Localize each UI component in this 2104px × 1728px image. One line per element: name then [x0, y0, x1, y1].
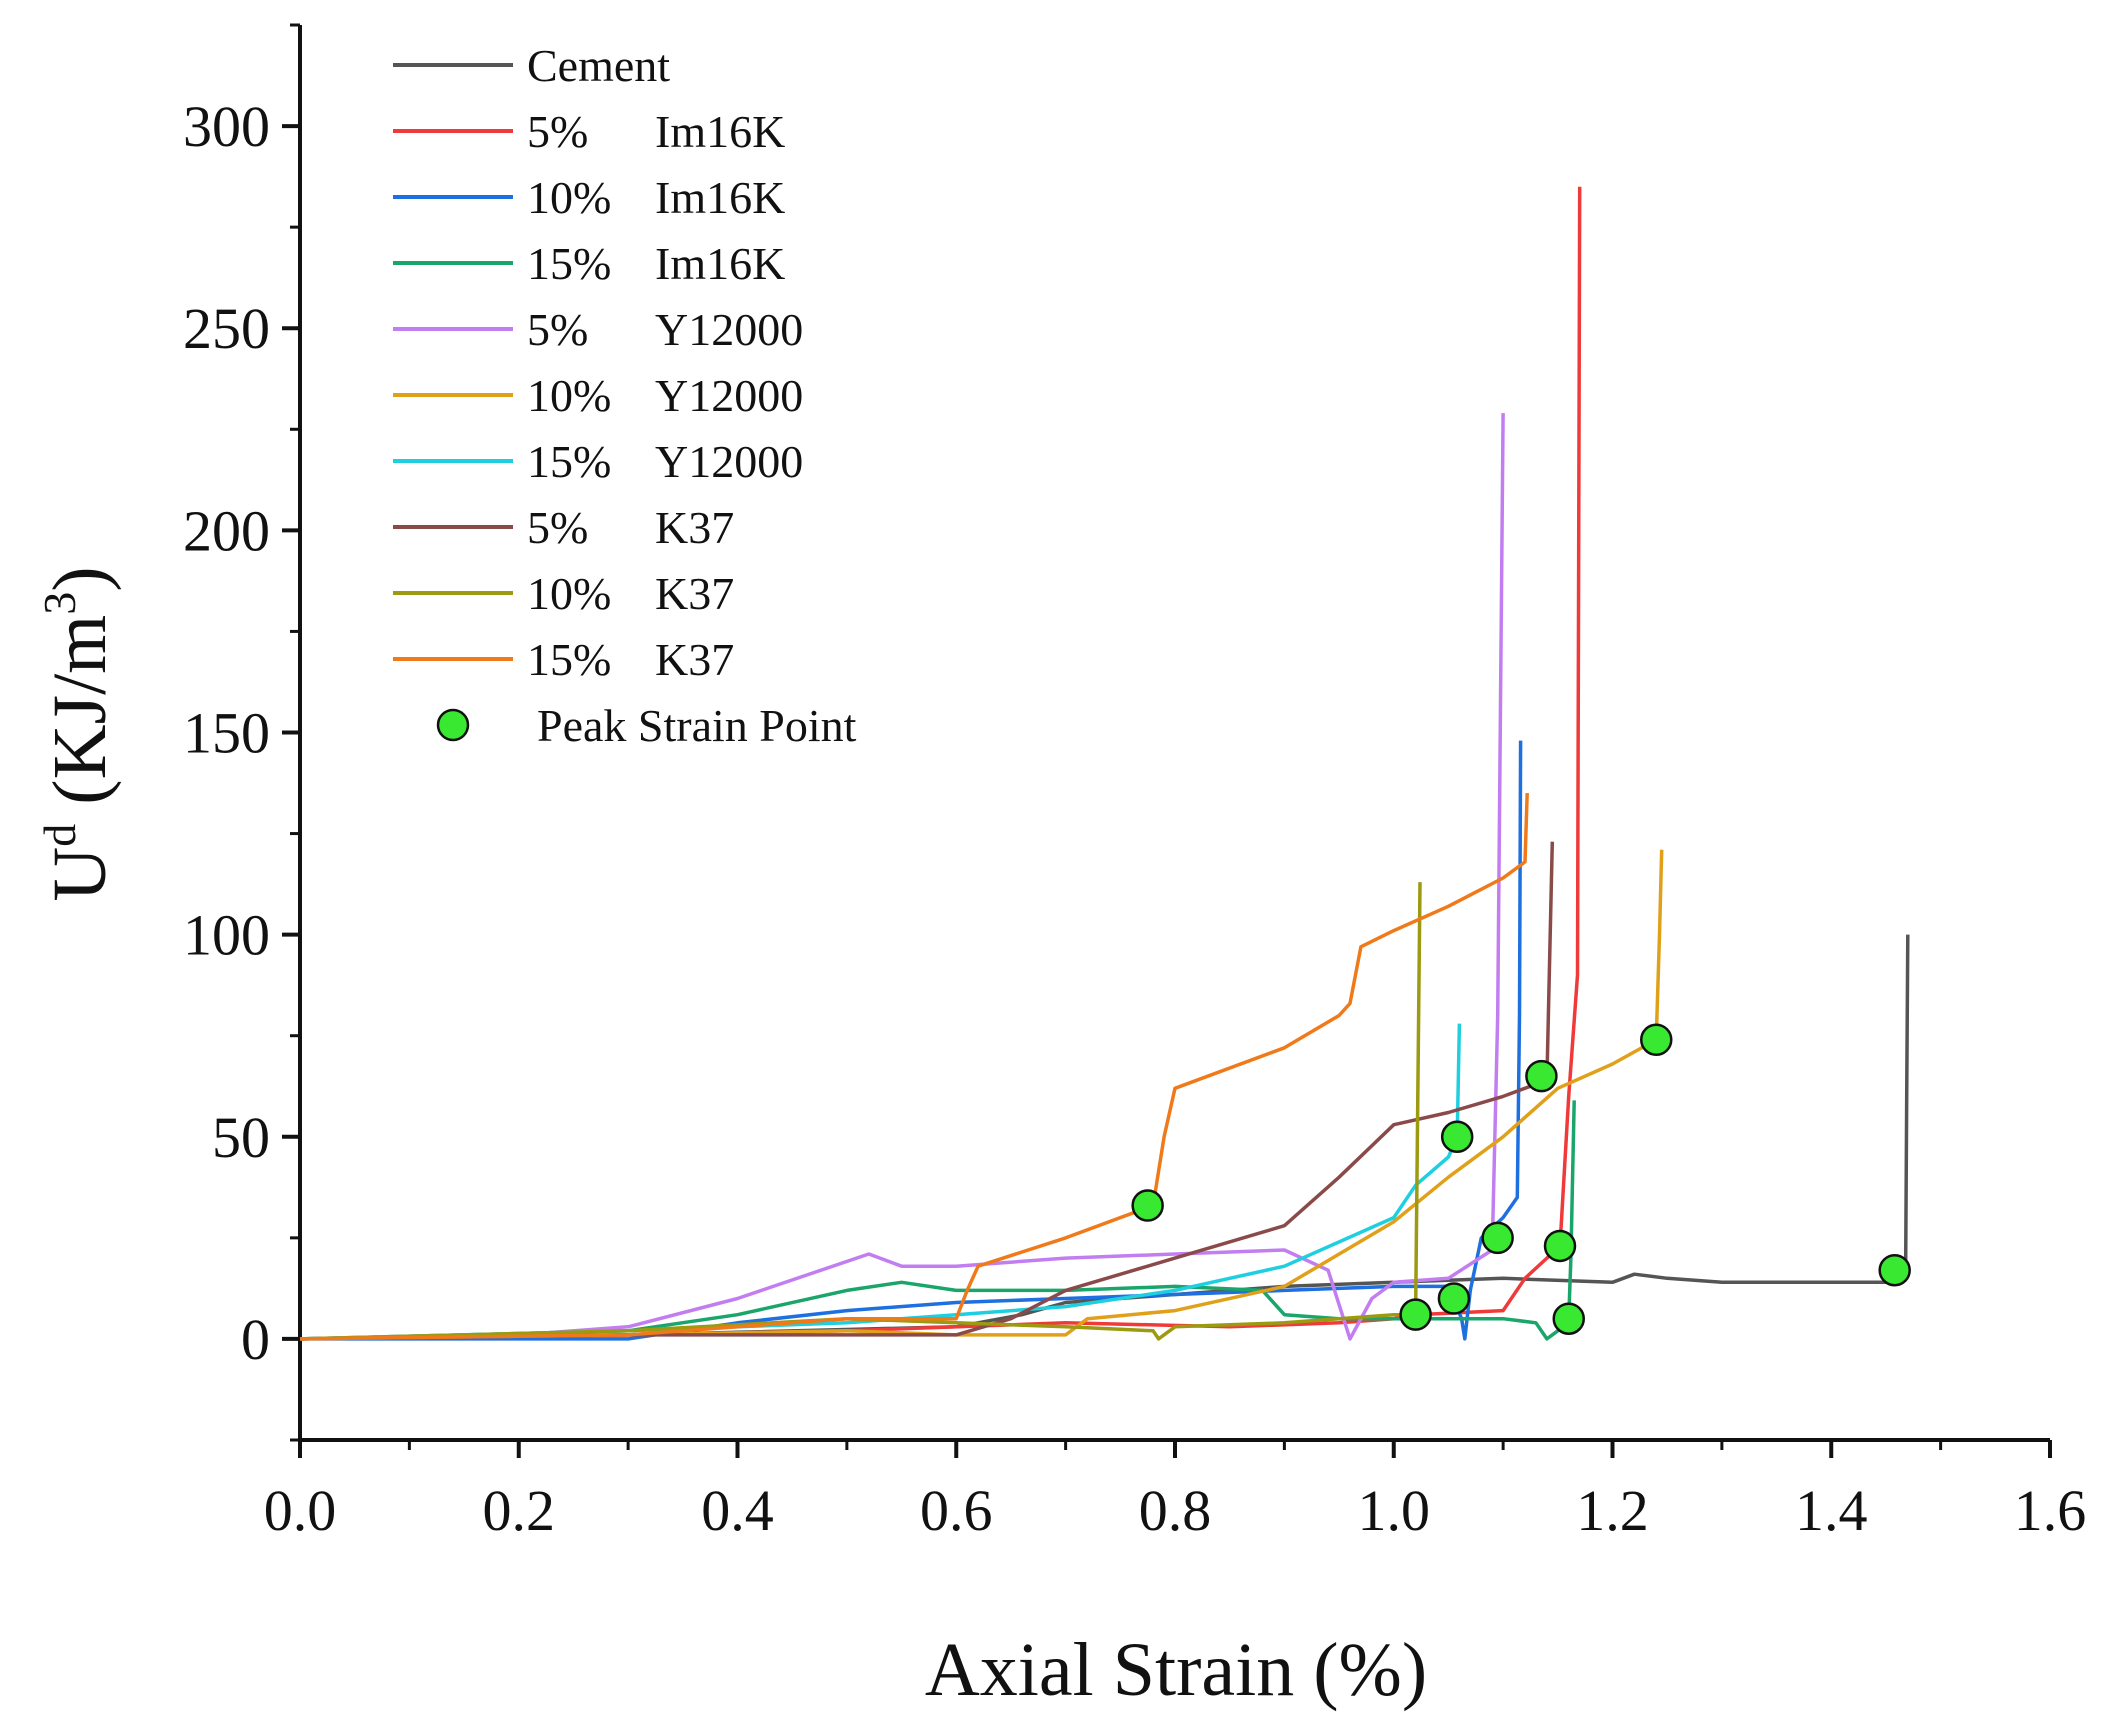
y-axis-title-unit-sup: 3 — [34, 592, 85, 615]
series-line-im16k-5pct — [299, 186, 1582, 1341]
x-tick-label: 0.2 — [483, 1478, 556, 1543]
legend-label-material: Im16K — [655, 106, 785, 157]
series-line-im16k-10pct — [300, 740, 1523, 1341]
peak-strain-point — [1131, 1189, 1164, 1222]
x-tick-label: 0.8 — [1139, 1478, 1212, 1543]
y-tick-label: 300 — [183, 94, 270, 159]
y-tick-label: 200 — [183, 498, 270, 563]
x-tick-label: 1.0 — [1358, 1478, 1431, 1543]
legend-label-pct: 15% — [527, 634, 611, 685]
series-line-im16k-15pct — [299, 1100, 1576, 1341]
series-lines — [299, 186, 1910, 1341]
series-line-k37-5pct — [299, 841, 1555, 1341]
peak-strain-point — [1440, 1120, 1474, 1154]
peak-strain-point — [1543, 1229, 1577, 1263]
legend-label: Cement — [527, 40, 670, 91]
x-tick-label: 1.4 — [1795, 1478, 1868, 1543]
series-line-k37-15pct — [299, 793, 1529, 1341]
series-line-y12000-5pct — [299, 413, 1505, 1341]
legend-label-material: Y12000 — [655, 436, 803, 487]
y-tick-label: 50 — [212, 1105, 270, 1170]
x-tick-label: 0.6 — [920, 1478, 993, 1543]
legend-label-material: Y12000 — [655, 304, 803, 355]
peak-strain-point — [1640, 1023, 1673, 1057]
peak-strain-point — [1399, 1298, 1432, 1331]
legend-label-pct: 15% — [527, 436, 611, 487]
x-tick-label: 1.6 — [2014, 1478, 2087, 1543]
y-tick-label: 0 — [241, 1307, 270, 1372]
peak-strain-point — [1437, 1282, 1471, 1315]
legend-label-peak: Peak Strain Point — [537, 700, 857, 751]
y-axis-title-close: ) — [38, 566, 122, 591]
legend: Cement 5% Im16K 10% Im16K 15% Im16K 5% Y12000 10%… — [393, 40, 857, 751]
legend-label-pct: 15% — [527, 238, 611, 289]
legend-label-pct: 10% — [527, 568, 611, 619]
x-tick-label: 0.4 — [701, 1478, 774, 1543]
legend-peak-marker — [436, 708, 470, 742]
x-axis-title: Axial Strain (%) — [925, 1628, 1427, 1712]
legend-label-pct: 10% — [527, 172, 611, 223]
y-tick-label: 100 — [183, 903, 270, 968]
y-tick-label: 150 — [183, 701, 270, 766]
legend-label-pct: 5% — [527, 304, 588, 355]
legend-label-material: Im16K — [655, 238, 785, 289]
legend-label-material: K37 — [655, 634, 734, 685]
legend-label-material: Y12000 — [655, 370, 803, 421]
y-axis-title-sup: d — [34, 824, 85, 847]
x-tick-label: 1.2 — [1576, 1478, 1649, 1543]
peak-strain-point — [1552, 1302, 1585, 1335]
legend-label-material: K37 — [655, 502, 734, 553]
y-axis-title: Ud (KJ/m3) — [34, 566, 122, 901]
x-tick-label: 0.0 — [264, 1478, 337, 1543]
axis-ticks: 0.0 0.2 0.4 0.6 0.8 1.0 1.2 1.4 1.6 0 50 100 150 200 2… — [183, 23, 2087, 1543]
legend-label-pct: 10% — [527, 370, 611, 421]
y-axis-title-unit: (KJ/m — [38, 615, 122, 824]
legend-label-pct: 5% — [527, 502, 588, 553]
peak-strain-point — [1525, 1059, 1558, 1093]
legend-label-pct: 5% — [527, 106, 588, 157]
series-line-k37-10pct — [299, 882, 1422, 1341]
peak-strain-point — [1481, 1221, 1514, 1255]
peak-strain-point — [1878, 1253, 1911, 1287]
y-axis-title-base: U — [38, 847, 122, 902]
peak-strain-points — [1131, 1023, 1911, 1335]
legend-label-material: K37 — [655, 568, 734, 619]
series-line-y12000-15pct — [299, 1023, 1462, 1341]
y-tick-label: 250 — [183, 296, 270, 361]
legend-label-material: Im16K — [655, 172, 785, 223]
